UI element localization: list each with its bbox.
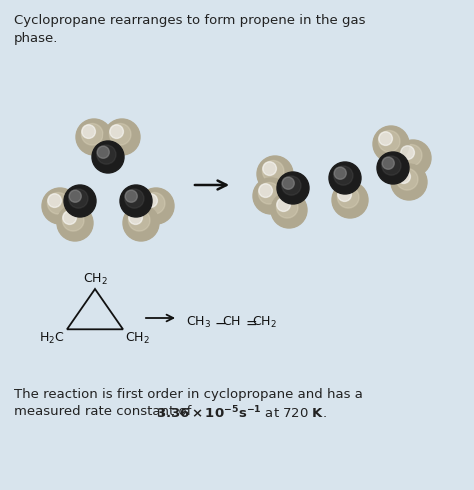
Circle shape (382, 156, 401, 175)
Circle shape (329, 162, 361, 194)
Circle shape (395, 140, 431, 176)
Circle shape (125, 190, 137, 202)
Circle shape (57, 205, 93, 241)
Circle shape (42, 188, 78, 224)
Circle shape (377, 152, 409, 184)
Text: $\mathregular{CH_3}$: $\mathregular{CH_3}$ (186, 315, 211, 330)
Circle shape (128, 210, 150, 231)
Circle shape (144, 193, 165, 214)
Text: $-$: $-$ (214, 316, 226, 330)
Text: $\mathregular{H_2C}$: $\mathregular{H_2C}$ (39, 331, 65, 346)
Circle shape (69, 190, 81, 202)
Circle shape (282, 177, 294, 189)
Circle shape (338, 188, 351, 201)
Circle shape (378, 130, 400, 152)
Circle shape (337, 187, 359, 208)
Circle shape (120, 185, 152, 217)
Circle shape (64, 185, 96, 217)
Circle shape (144, 194, 157, 207)
Circle shape (253, 178, 289, 214)
Circle shape (110, 125, 123, 139)
Circle shape (391, 164, 427, 200)
Circle shape (334, 166, 353, 185)
Circle shape (69, 189, 88, 208)
Text: $\mathregular{CH_2}$: $\mathregular{CH_2}$ (82, 272, 108, 287)
Text: $=$: $=$ (243, 316, 258, 330)
Circle shape (97, 145, 116, 164)
Circle shape (97, 146, 109, 158)
Circle shape (76, 119, 112, 155)
Circle shape (63, 211, 76, 224)
Circle shape (373, 126, 409, 162)
Circle shape (82, 125, 95, 139)
Circle shape (123, 205, 159, 241)
Circle shape (271, 192, 307, 228)
Circle shape (47, 193, 69, 214)
Text: $\mathbf{3.36 \times 10^{-5}s^{-1}}$ at 720 $\mathbf{K}$.: $\mathbf{3.36 \times 10^{-5}s^{-1}}$ at … (156, 405, 327, 421)
Text: measured rate constant of: measured rate constant of (14, 405, 196, 418)
Circle shape (277, 198, 291, 212)
Text: $\mathregular{CH}$: $\mathregular{CH}$ (222, 315, 241, 328)
Circle shape (257, 156, 293, 192)
Circle shape (401, 146, 414, 159)
Text: Cyclopropane rearranges to form propene in the gas
phase.: Cyclopropane rearranges to form propene … (14, 14, 365, 45)
Circle shape (138, 188, 174, 224)
Circle shape (104, 119, 140, 155)
Text: $\mathregular{CH_2}$: $\mathregular{CH_2}$ (252, 315, 277, 330)
Circle shape (401, 145, 422, 166)
Circle shape (63, 210, 84, 231)
Text: $\mathregular{CH_2}$: $\mathregular{CH_2}$ (125, 331, 150, 346)
Circle shape (263, 162, 276, 175)
Circle shape (396, 169, 418, 190)
Circle shape (379, 132, 392, 146)
Circle shape (276, 196, 298, 218)
Circle shape (92, 141, 124, 173)
Circle shape (397, 170, 410, 183)
Circle shape (48, 194, 62, 207)
Circle shape (382, 157, 394, 169)
Circle shape (282, 176, 301, 195)
Circle shape (125, 189, 144, 208)
Circle shape (263, 161, 284, 182)
Circle shape (109, 123, 131, 145)
Circle shape (258, 182, 280, 204)
Circle shape (82, 123, 103, 145)
Circle shape (277, 172, 309, 204)
Circle shape (129, 211, 143, 224)
Circle shape (334, 167, 346, 179)
Circle shape (332, 182, 368, 218)
Circle shape (259, 184, 273, 197)
Text: The reaction is first order in cyclopropane and has a: The reaction is first order in cycloprop… (14, 388, 363, 401)
